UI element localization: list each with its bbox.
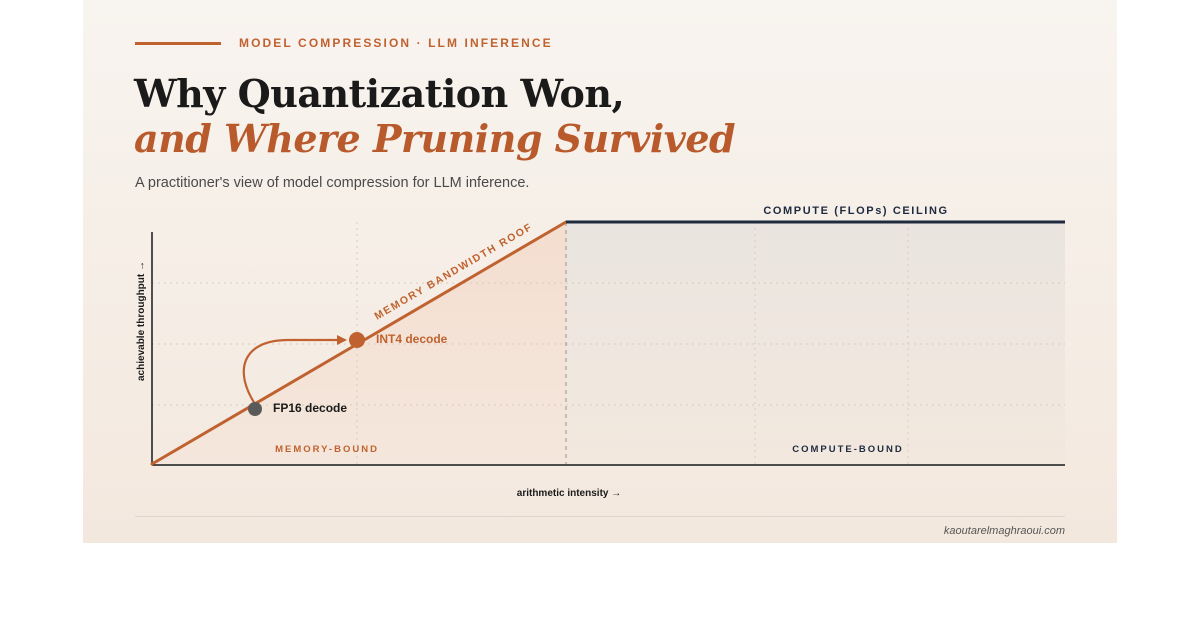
- y-axis-label: achievable throughput →: [136, 261, 147, 381]
- eyebrow-text: MODEL COMPRESSION · LLM INFERENCE: [239, 36, 553, 50]
- compute-bound-region: [566, 222, 1065, 464]
- eyebrow-rule: [135, 41, 221, 45]
- roofline-diagram: MEMORY BANDWIDTH ROOF COMPUTE (FLOPs) CE…: [136, 205, 1065, 499]
- memory-bound-label: MEMORY-BOUND: [275, 444, 379, 455]
- int4-label: INT4 decode: [376, 332, 448, 346]
- page-title: Why Quantization Won,: [134, 71, 625, 116]
- quantization-arrow: [242, 335, 347, 405]
- x-axis-label: arithmetic intensity →: [517, 488, 621, 499]
- eyebrow: MODEL COMPRESSION · LLM INFERENCE: [135, 36, 553, 50]
- page-title-accent: and Where Pruning Survived: [134, 116, 736, 161]
- page-subtitle: A practitioner's view of model compressi…: [135, 175, 530, 191]
- footer-rule: [135, 516, 1065, 517]
- ceiling-label: COMPUTE (FLOPs) CEILING: [763, 205, 948, 217]
- footer-credit: kaoutarelmaghraoui.com: [943, 525, 1065, 537]
- hero-card: MODEL COMPRESSION · LLM INFERENCE Why Qu…: [83, 0, 1117, 543]
- fp16-point: [248, 402, 262, 416]
- int4-point: [349, 332, 365, 348]
- compute-bound-label: COMPUTE-BOUND: [792, 444, 904, 455]
- fp16-label: FP16 decode: [273, 401, 347, 415]
